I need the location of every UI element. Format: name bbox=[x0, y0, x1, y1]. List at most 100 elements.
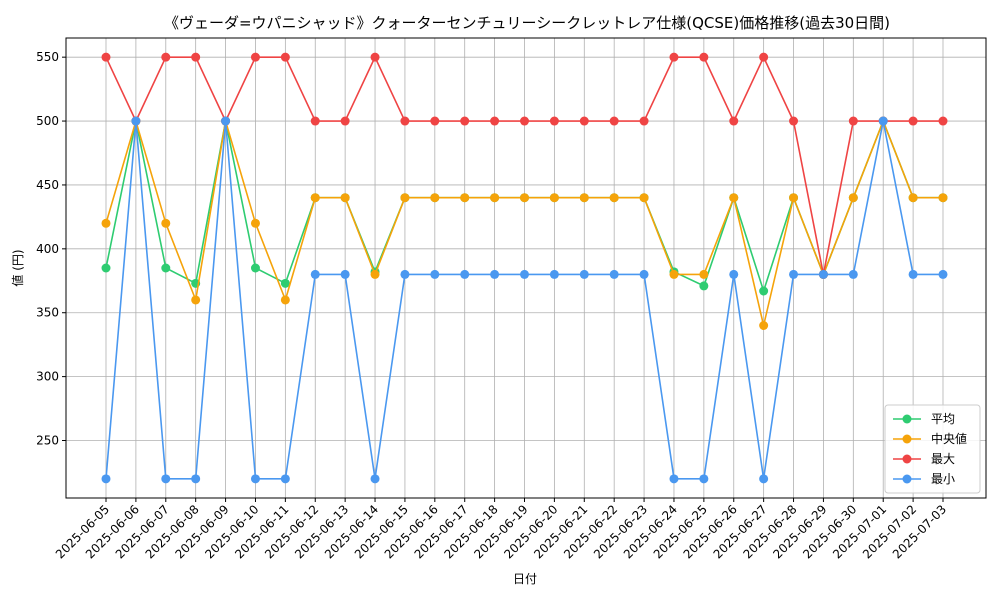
data-point bbox=[729, 269, 739, 279]
data-point bbox=[250, 218, 260, 228]
data-point bbox=[520, 269, 529, 279]
data-point bbox=[340, 193, 350, 203]
data-point bbox=[789, 116, 799, 126]
data-point bbox=[131, 116, 141, 126]
x-axis-label: 日付 bbox=[513, 572, 537, 586]
data-point bbox=[490, 116, 500, 126]
data-point bbox=[609, 193, 619, 203]
data-point bbox=[250, 52, 260, 62]
data-point bbox=[669, 269, 679, 279]
series-group bbox=[101, 52, 948, 484]
data-point bbox=[908, 193, 918, 203]
data-point bbox=[191, 295, 201, 305]
data-point bbox=[310, 269, 320, 279]
data-point bbox=[490, 269, 500, 279]
y-axis-label: 値 (円) bbox=[10, 249, 25, 286]
data-point bbox=[310, 193, 320, 203]
data-point bbox=[490, 193, 500, 203]
data-point bbox=[161, 474, 171, 484]
data-point bbox=[520, 116, 529, 126]
data-point bbox=[639, 116, 649, 126]
legend-box bbox=[884, 404, 981, 494]
data-point bbox=[340, 269, 350, 279]
data-point bbox=[579, 116, 589, 126]
data-point bbox=[370, 269, 380, 279]
series-4 bbox=[101, 116, 948, 484]
data-point bbox=[460, 269, 470, 279]
data-point bbox=[669, 52, 679, 62]
data-point bbox=[579, 269, 589, 279]
data-point bbox=[221, 116, 231, 126]
data-point bbox=[430, 116, 440, 126]
data-point bbox=[520, 193, 529, 203]
data-point bbox=[310, 116, 320, 126]
series-2 bbox=[101, 116, 948, 330]
data-point bbox=[579, 193, 589, 203]
data-point bbox=[729, 116, 739, 126]
data-point bbox=[280, 295, 290, 305]
y-tick-label: 550 bbox=[36, 50, 59, 64]
legend-item: 平均 bbox=[893, 412, 955, 426]
legend-item: 最小 bbox=[893, 472, 955, 486]
data-point bbox=[789, 269, 799, 279]
chart-title: 《ヴェーダ=ウパニシャッド》クォーターセンチュリーシークレットレア仕様(QCSE… bbox=[164, 14, 890, 32]
data-point bbox=[669, 474, 679, 484]
data-point bbox=[759, 286, 769, 296]
data-point bbox=[191, 52, 201, 62]
data-point bbox=[430, 193, 440, 203]
data-point bbox=[759, 52, 769, 62]
data-point bbox=[370, 52, 380, 62]
data-point bbox=[938, 269, 948, 279]
data-point bbox=[101, 52, 111, 62]
legend-marker bbox=[902, 454, 912, 464]
data-point bbox=[280, 474, 290, 484]
legend-label: 中央値 bbox=[931, 431, 967, 446]
data-point bbox=[340, 116, 350, 126]
y-tick-label: 500 bbox=[36, 114, 59, 128]
data-point bbox=[400, 193, 410, 203]
data-point bbox=[460, 116, 470, 126]
y-tick-label: 350 bbox=[36, 306, 59, 320]
data-point bbox=[101, 218, 111, 228]
data-point bbox=[400, 269, 410, 279]
data-point bbox=[101, 474, 111, 484]
data-point bbox=[729, 193, 739, 203]
data-point bbox=[818, 269, 828, 279]
data-point bbox=[699, 269, 709, 279]
data-point bbox=[908, 116, 918, 126]
data-point bbox=[460, 193, 470, 203]
legend-label: 平均 bbox=[931, 412, 955, 426]
data-point bbox=[250, 474, 260, 484]
data-point bbox=[609, 269, 619, 279]
y-tick-label: 300 bbox=[36, 370, 59, 384]
data-point bbox=[101, 263, 111, 273]
legend-marker bbox=[902, 474, 912, 484]
data-point bbox=[938, 193, 948, 203]
data-point bbox=[848, 116, 858, 126]
data-point bbox=[280, 52, 290, 62]
y-tick-label: 250 bbox=[36, 434, 59, 448]
data-point bbox=[549, 269, 559, 279]
legend-label: 最小 bbox=[931, 472, 955, 486]
legend-item: 中央値 bbox=[893, 431, 967, 446]
y-tick-label: 450 bbox=[36, 178, 59, 192]
data-point bbox=[878, 116, 888, 126]
data-point bbox=[848, 193, 858, 203]
data-point bbox=[639, 193, 649, 203]
data-point bbox=[639, 269, 649, 279]
grid bbox=[66, 38, 986, 498]
legend-marker bbox=[902, 414, 912, 424]
data-point bbox=[161, 263, 171, 273]
data-point bbox=[908, 269, 918, 279]
y-axis-ticks: 250 300 350 400 450 500 550 bbox=[36, 50, 66, 448]
data-point bbox=[161, 52, 171, 62]
data-point bbox=[699, 474, 709, 484]
data-point bbox=[549, 116, 559, 126]
data-point bbox=[370, 474, 380, 484]
data-point bbox=[161, 218, 171, 228]
data-point bbox=[699, 52, 709, 62]
data-point bbox=[609, 116, 619, 126]
